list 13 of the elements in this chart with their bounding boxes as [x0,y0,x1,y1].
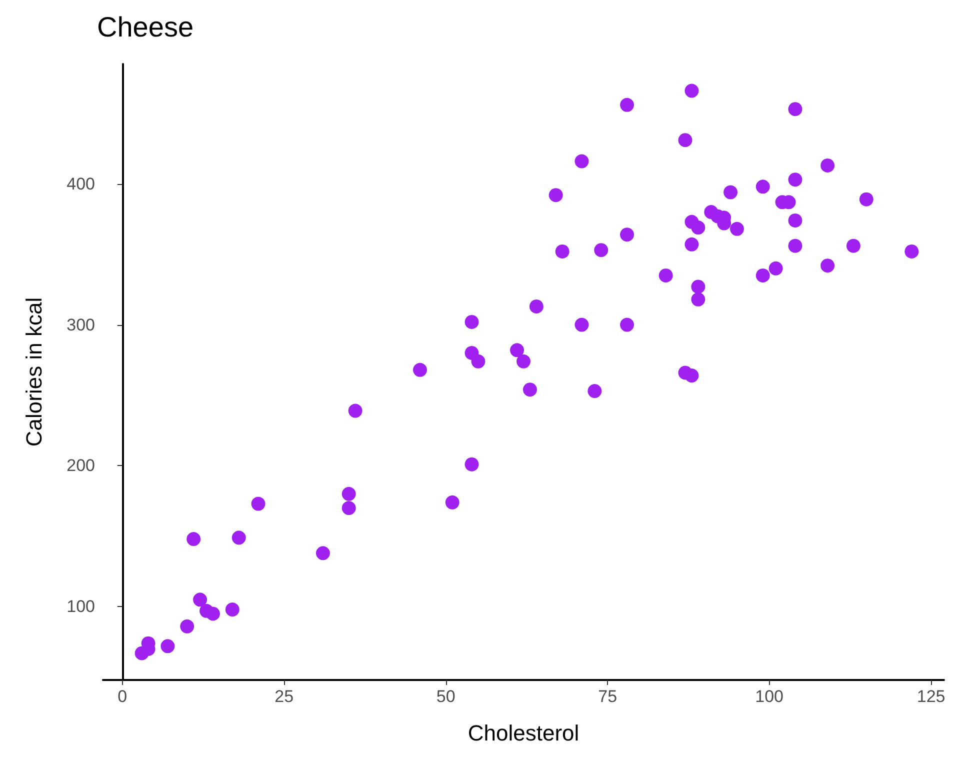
y-tick-label: 100 [66,597,95,616]
x-axis-title: Cholesterol [468,720,580,746]
y-tick-label: 200 [66,456,95,476]
chart-title: Cheese [97,12,194,42]
x-tick-label: 50 [436,687,456,706]
y-axis-title: Calories in kcal [22,297,46,447]
x-tick-label: 125 [916,687,946,706]
x-tick-label: 75 [598,687,618,706]
x-tick-label: 25 [274,687,294,706]
x-tick-label: 0 [118,687,128,706]
x-tick-label: 100 [755,687,784,706]
y-tick-label: 300 [66,315,95,334]
y-tick-label: 400 [66,174,95,194]
